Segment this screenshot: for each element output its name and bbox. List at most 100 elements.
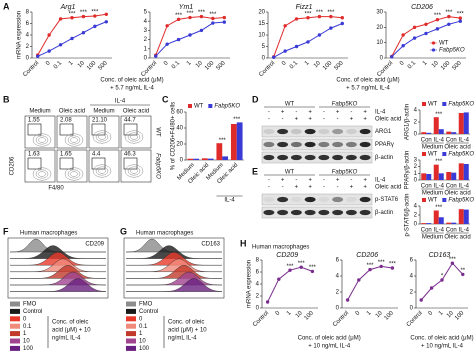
contour: [124, 130, 144, 144]
x-tick-label: 100: [304, 310, 316, 322]
data-point: [70, 16, 74, 20]
treatment-sign: +: [308, 110, 312, 116]
group-label: IL-4: [115, 99, 126, 105]
histogram: [126, 251, 222, 266]
data-point: [176, 17, 181, 22]
bar: [438, 217, 444, 224]
data-point: [154, 54, 158, 58]
data-point: [81, 31, 86, 35]
y-tick-label: 5: [144, 10, 148, 16]
y-tick-label: 0: [26, 56, 30, 62]
treatment-sign: +: [363, 110, 367, 116]
panel-letter: D: [252, 94, 259, 104]
band: [318, 196, 330, 203]
bar: [426, 174, 432, 180]
x-tick-label: 1: [304, 60, 311, 67]
data-point: [81, 14, 86, 19]
data-point: [58, 43, 63, 47]
data-point: [345, 298, 350, 302]
x-tick-label: Control: [22, 60, 40, 78]
data-point: [440, 278, 444, 282]
significance: ***: [309, 265, 317, 271]
data-point: [277, 277, 281, 281]
legend-swatch: [126, 308, 136, 314]
legend-swatch: [10, 301, 20, 307]
significance: ***: [186, 11, 194, 17]
significance: ***: [435, 205, 443, 211]
band-label: β-actin: [375, 155, 393, 161]
significance: ***: [233, 117, 241, 123]
legend-label: WT: [428, 198, 438, 204]
gate-value: 2.08: [60, 118, 72, 124]
x-tick-label: 10: [195, 60, 204, 69]
bar: [438, 173, 444, 180]
treatment-sign: -: [323, 117, 325, 123]
significance: ***: [366, 263, 374, 269]
bar: [187, 158, 194, 160]
bar: [458, 209, 464, 224]
x-tick-label: Con: [446, 138, 457, 144]
legend-label: 100: [139, 346, 150, 352]
bar: [451, 132, 457, 134]
y-axis-label: mRNA expression: [17, 11, 23, 59]
x-tick-label: 10: [77, 60, 86, 69]
x-tick-label: 0: [399, 60, 406, 67]
data-point: [58, 17, 63, 21]
x-tick-label: 0: [275, 310, 282, 317]
contour: [38, 171, 46, 177]
y-tick-label: 15: [258, 21, 265, 27]
caption: acid (μM) + 10: [52, 328, 91, 334]
significance: ***: [435, 159, 443, 165]
x-tick-label: 0: [281, 60, 288, 67]
x-tick-label: 0.1: [171, 60, 182, 71]
panel-letter: F: [3, 226, 9, 236]
x-tick-label: Con: [446, 228, 457, 234]
contour: [127, 166, 141, 176]
significance: ***: [445, 10, 453, 16]
bar: [216, 143, 223, 160]
treatment-label: IL-4: [375, 110, 386, 116]
y-tick-label: 3: [414, 158, 418, 164]
band: [345, 128, 357, 135]
x-tick-label: 0.1: [407, 60, 418, 71]
bar: [222, 156, 229, 160]
y-tick-label: 10: [376, 40, 383, 46]
x-tick-label: 10: [375, 310, 384, 319]
flow-plot: [24, 115, 56, 149]
x-axis-label: + 5.7 ng/mL IL-4: [346, 86, 390, 92]
series-line: [155, 21, 225, 57]
axis-label: F4/80: [48, 186, 64, 192]
x-tick-label: IL-4: [459, 138, 470, 144]
data-point: [435, 27, 440, 31]
significance: ***: [209, 12, 217, 18]
significance: ***: [435, 112, 443, 118]
bar: [421, 173, 427, 180]
band: [332, 209, 344, 216]
contour: [130, 134, 138, 140]
y-tick-label: 6: [256, 270, 260, 276]
treatment-sign: -: [268, 178, 270, 184]
treatment-sign: -: [295, 110, 297, 116]
chart-title: CD163: [429, 252, 451, 259]
band: [277, 128, 289, 135]
data-point: [306, 16, 310, 20]
y-axis-label: mRNA expression: [247, 260, 253, 308]
y-tick-label: 3: [144, 28, 148, 34]
flow-plot: [120, 149, 152, 183]
significance: ***: [378, 260, 386, 266]
treatment-sign: -: [295, 178, 297, 184]
caption: ng/mL IL-4: [168, 336, 197, 342]
treatment-sign: +: [363, 185, 367, 191]
contour: [95, 166, 109, 176]
flow-plot: [88, 115, 120, 149]
x-tick-label: 500: [215, 60, 227, 72]
chart-title: Fizz1: [296, 4, 313, 11]
data-point: [222, 15, 226, 20]
contour: [67, 135, 81, 145]
panel-title: Human macrophages: [136, 231, 193, 237]
band: [277, 196, 289, 203]
treatment-label: IL-4: [375, 178, 386, 184]
treatment-sign: -: [323, 178, 325, 184]
band: [359, 209, 371, 216]
legend-label: Fabp5KO: [214, 104, 240, 110]
